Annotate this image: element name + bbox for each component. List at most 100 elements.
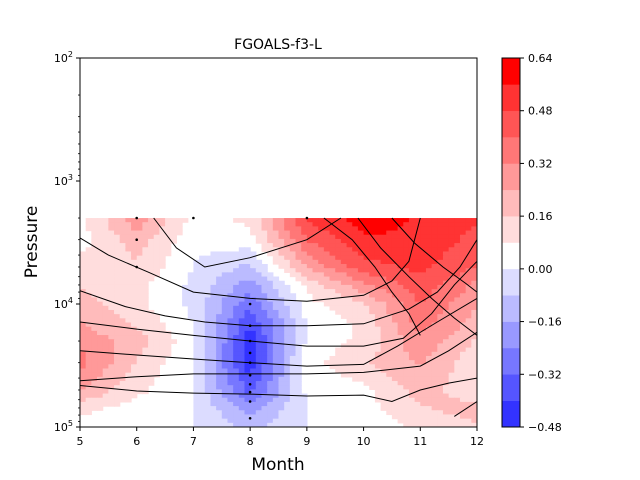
- field-cell: [227, 372, 234, 378]
- field-cell: [255, 385, 263, 390]
- field-cell: [148, 314, 155, 319]
- field-cell: [408, 284, 416, 290]
- field-cell: [335, 243, 342, 248]
- field-cell: [131, 372, 138, 378]
- field-cell: [318, 230, 325, 236]
- field-cell: [318, 222, 325, 227]
- field-cell: [97, 330, 104, 336]
- field-cell: [335, 264, 342, 269]
- field-cell: [369, 268, 376, 273]
- field-cell: [318, 268, 325, 273]
- field-cell: [114, 364, 121, 370]
- field-cell: [414, 238, 421, 244]
- field-cell: [318, 272, 325, 278]
- field-cell: [295, 318, 302, 324]
- field-cell: [301, 326, 308, 332]
- field-cell: [414, 414, 421, 420]
- field-cell: [403, 389, 410, 395]
- field-cell: [346, 226, 353, 232]
- field-cell: [437, 385, 444, 390]
- field-cell: [238, 318, 246, 324]
- field-cell: [136, 360, 143, 365]
- field-cell: [301, 230, 308, 236]
- field-cell: [199, 268, 206, 273]
- field-cell: [403, 314, 410, 319]
- field-cell: [408, 355, 416, 361]
- field-cell: [255, 422, 263, 427]
- field-cell: [465, 305, 472, 311]
- field-cell: [454, 247, 461, 253]
- field-cell: [442, 251, 450, 257]
- field-cell: [425, 401, 433, 407]
- field-cell: [108, 351, 115, 357]
- field-cell: [119, 397, 126, 403]
- field-cell: [272, 289, 280, 294]
- field-cell: [408, 293, 416, 299]
- field-cell: [238, 218, 246, 223]
- field-cell: [352, 347, 359, 353]
- field-cell: [221, 280, 229, 286]
- field-cell: [346, 238, 353, 244]
- field-cell: [397, 230, 404, 236]
- field-cell: [465, 276, 472, 282]
- field-cell: [284, 372, 291, 378]
- field-cell: [442, 406, 450, 411]
- field-cell: [454, 251, 461, 257]
- field-cell: [425, 418, 433, 424]
- field-cell: [386, 397, 393, 403]
- field-cell: [255, 410, 263, 416]
- field-cell: [255, 414, 263, 420]
- field-cell: [250, 418, 257, 424]
- field-cell: [357, 297, 365, 303]
- field-cell: [108, 305, 115, 311]
- field-cell: [420, 226, 427, 232]
- field-cell: [437, 305, 444, 311]
- field-cell: [267, 238, 274, 244]
- field-cell: [272, 280, 280, 286]
- field-cell: [335, 309, 342, 315]
- field-cell: [431, 414, 438, 420]
- field-cell: [414, 368, 421, 374]
- field-cell: [210, 381, 217, 386]
- field-cell: [357, 322, 365, 328]
- field-cell: [204, 322, 212, 328]
- field-cell: [391, 343, 399, 349]
- field-cell: [261, 322, 268, 328]
- field-cell: [448, 297, 455, 303]
- field-cell: [301, 280, 308, 286]
- field-cell: [459, 393, 467, 399]
- field-cell: [403, 418, 410, 424]
- field-cell: [278, 238, 285, 244]
- field-cell: [102, 309, 109, 315]
- field-cell: [442, 401, 450, 407]
- field-cell: [255, 393, 263, 399]
- field-cell: [329, 297, 336, 303]
- field-cell: [250, 255, 257, 261]
- field-cell: [335, 276, 342, 282]
- field-cell: [272, 372, 280, 378]
- field-cell: [125, 385, 132, 390]
- field-cell: [454, 314, 461, 319]
- field-cell: [210, 406, 217, 411]
- field-cell: [471, 376, 477, 382]
- field-cell: [454, 347, 461, 353]
- field-cell: [386, 218, 393, 223]
- field-cell: [284, 401, 291, 407]
- colorbar-tick-label: −0.32: [528, 368, 562, 381]
- field-cell: [425, 230, 433, 236]
- field-cell: [125, 251, 132, 257]
- field-cell: [108, 372, 115, 378]
- field-cell: [193, 268, 200, 273]
- field-cell: [448, 314, 455, 319]
- y-tick-label: 102: [54, 50, 73, 65]
- field-cell: [85, 410, 92, 416]
- field-cell: [442, 355, 450, 361]
- field-cell: [369, 347, 376, 353]
- field-cell: [442, 243, 450, 248]
- field-cell: [142, 376, 149, 382]
- field-cell: [352, 372, 359, 378]
- field-cell: [204, 393, 212, 399]
- field-cell: [91, 393, 98, 399]
- field-cell: [369, 376, 376, 382]
- field-cell: [386, 372, 393, 378]
